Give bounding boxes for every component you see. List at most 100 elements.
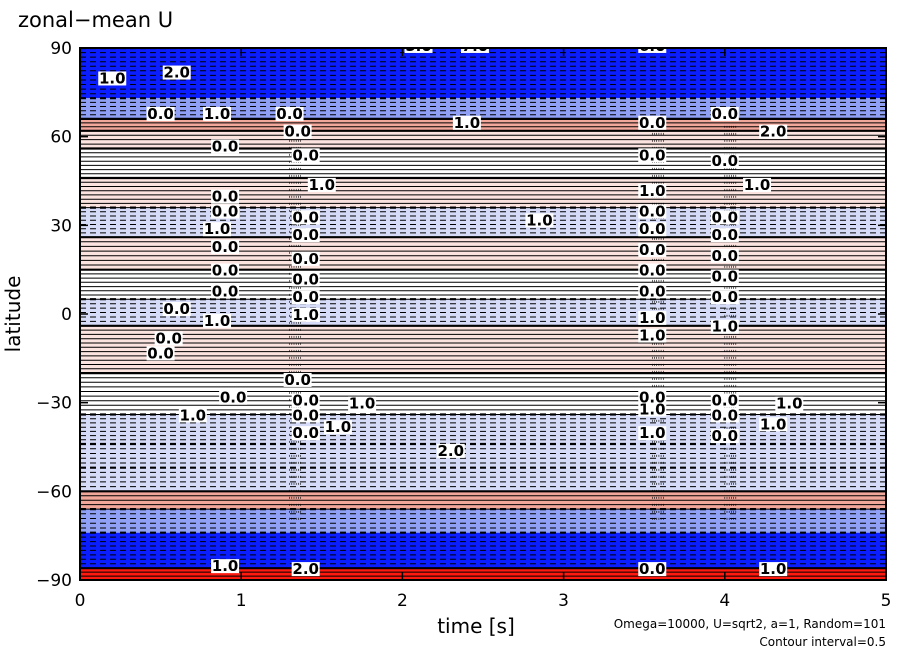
contour-label-31: 0.0 <box>712 247 739 265</box>
x-axis-title: time [s] <box>437 614 515 638</box>
band-18 <box>80 568 886 580</box>
contour-label-bg-48 <box>283 372 312 387</box>
y-axis: 90 60 30 0 −30 −60 −90 <box>36 39 886 591</box>
contour-label-bg-37 <box>291 290 320 305</box>
band-12 <box>80 414 886 445</box>
contour-label-bg-47 <box>146 346 175 361</box>
contour-label-21: 1.0 <box>526 211 553 229</box>
y-tick-label-6: −90 <box>36 571 72 591</box>
contour-label-bg-49 <box>219 390 248 405</box>
contour-label-bg-68 <box>638 562 667 577</box>
contour-label-bg-10 <box>283 124 312 139</box>
x-tick-label-4: 4 <box>719 591 730 611</box>
contour-label-bg-60 <box>759 417 788 432</box>
contour-label-bg-38 <box>638 284 667 299</box>
x-tick-label-5: 5 <box>881 591 892 611</box>
shaded-bands <box>80 48 886 580</box>
contour-label-bg-65 <box>291 562 320 577</box>
parameter-note: Omega=10000, U=sqrt2, a=1, Random=101 <box>614 617 886 631</box>
contour-label-68: 0.0 <box>639 560 666 578</box>
contour-label-37: 0.0 <box>292 288 319 306</box>
contour-label-43: 1.0 <box>639 309 666 327</box>
contour-label-51: 1.0 <box>349 395 376 413</box>
y-tick-label-0: 90 <box>50 39 72 59</box>
contour-label-bg-21 <box>525 213 554 228</box>
contour-label-bg-23 <box>710 210 739 225</box>
y-tick-label-1: 60 <box>50 128 72 148</box>
contour-label-6: 1.0 <box>454 114 481 132</box>
contour-label-bg-18 <box>211 189 240 204</box>
chart-title: zonal−mean U <box>18 8 173 32</box>
x-axis: 0 1 2 3 4 5 <box>75 48 892 611</box>
contour-label-bg-33 <box>291 272 320 287</box>
contour-label-7: 0.0 <box>639 114 666 132</box>
contour-label-bg-55 <box>178 408 207 423</box>
contour-label-bg-20 <box>291 210 320 225</box>
contour-label-bg-0 <box>404 48 433 53</box>
contour-label-bg-8 <box>710 106 739 121</box>
contour-label-11: 0.0 <box>212 137 239 155</box>
contour-label-35: 0.0 <box>712 267 739 285</box>
contour-label-34: 0.0 <box>639 262 666 280</box>
contour-label-66: 1.0 <box>212 557 239 575</box>
contour-label-58: 0.0 <box>712 406 739 424</box>
y-tick-label-2: 30 <box>50 216 72 236</box>
contour-label-bg-39 <box>710 290 739 305</box>
contour-label-bg-27 <box>710 228 739 243</box>
contour-label-5: 0.0 <box>276 105 303 123</box>
contour-label-23: 0.0 <box>712 208 739 226</box>
contour-label-bg-41 <box>203 313 232 328</box>
contour-label-bg-57 <box>638 402 667 417</box>
contour-label-10: 0.0 <box>284 123 311 141</box>
contour-label-bg-69 <box>162 65 191 80</box>
contour-label-36: 0.0 <box>212 282 239 300</box>
contour-label-bg-5 <box>275 106 304 121</box>
contour-label-bg-17 <box>743 177 772 192</box>
x-tick-label-1: 1 <box>236 591 247 611</box>
contour-label-42: 1.0 <box>292 306 319 324</box>
contour-lines <box>80 48 886 580</box>
contour-label-27: 0.0 <box>712 226 739 244</box>
contour-label-57: 1.0 <box>639 400 666 418</box>
band-13 <box>80 444 886 468</box>
contour-label-bg-9 <box>759 124 788 139</box>
contour-label-bg-45 <box>638 328 667 343</box>
contour-label-44: 1.0 <box>712 318 739 336</box>
band-2 <box>80 118 886 131</box>
contour-label-50: 0.0 <box>292 392 319 410</box>
contour-label-bg-22 <box>638 204 667 219</box>
contour-label-bg-67 <box>759 562 788 577</box>
contour-label-47: 0.0 <box>147 344 174 362</box>
contour-label-70: 1.0 <box>99 69 126 87</box>
y-tick-label-3: 0 <box>61 305 72 325</box>
contour-interval-note: Contour interval=0.5 <box>759 635 886 649</box>
band-11 <box>80 373 886 415</box>
contour-label-46: 0.0 <box>155 330 182 348</box>
contour-label-bg-29 <box>291 251 320 266</box>
contour-label-bg-36 <box>211 284 240 299</box>
contour-label-53: 0.0 <box>712 392 739 410</box>
contour-label-17: 1.0 <box>744 176 771 194</box>
contour-label-bg-66 <box>211 559 240 574</box>
contour-label-bg-70 <box>98 71 127 86</box>
contour-label-bg-56 <box>291 408 320 423</box>
contour-label-1: 7.0 <box>462 37 489 55</box>
contour-label-19: 0.0 <box>212 202 239 220</box>
contour-label-bg-42 <box>291 307 320 322</box>
contour-label-40: 0.0 <box>163 300 190 318</box>
contour-label-bg-46 <box>154 331 183 346</box>
contour-label-bg-64 <box>436 443 465 458</box>
contour-label-64: 2.0 <box>437 442 464 460</box>
contour-label-2: 6.0 <box>639 37 666 55</box>
contour-label-bg-25 <box>291 228 320 243</box>
contour-label-56: 0.0 <box>292 406 319 424</box>
x-tick-label-3: 3 <box>558 591 569 611</box>
contour-label-52: 0.0 <box>639 389 666 407</box>
contour-labels: 5.0 7.0 6.00.0 1.0 0.0 1.0 0.0 0.02.00.00.0 0.0 0… <box>98 37 804 578</box>
contour-label-9: 2.0 <box>760 123 787 141</box>
contour-label-bg-30 <box>638 242 667 257</box>
x-tick-label-0: 0 <box>75 591 86 611</box>
contour-label-8: 0.0 <box>712 105 739 123</box>
contour-label-4: 1.0 <box>204 105 231 123</box>
contour-label-49: 0.0 <box>220 389 247 407</box>
